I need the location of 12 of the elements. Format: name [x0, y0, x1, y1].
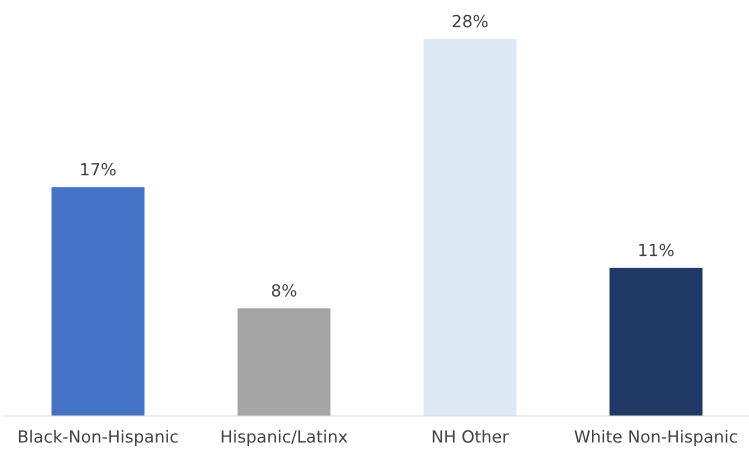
bar: [52, 187, 144, 416]
x-tick-label: NH Other: [432, 430, 509, 443]
x-tick-label: White Non-Hispanic: [574, 430, 737, 446]
data-label: 17%: [81, 162, 116, 176]
bar: [610, 268, 702, 416]
x-tick-label: Hispanic/Latinx: [222, 430, 348, 446]
bar: [238, 308, 330, 416]
data-label: 11%: [639, 244, 674, 256]
bar: [424, 38, 516, 416]
data-label: 8%: [272, 284, 296, 297]
x-tick-label: Black-Non-Hispanic: [18, 430, 178, 446]
data-label: 28%: [452, 14, 488, 28]
